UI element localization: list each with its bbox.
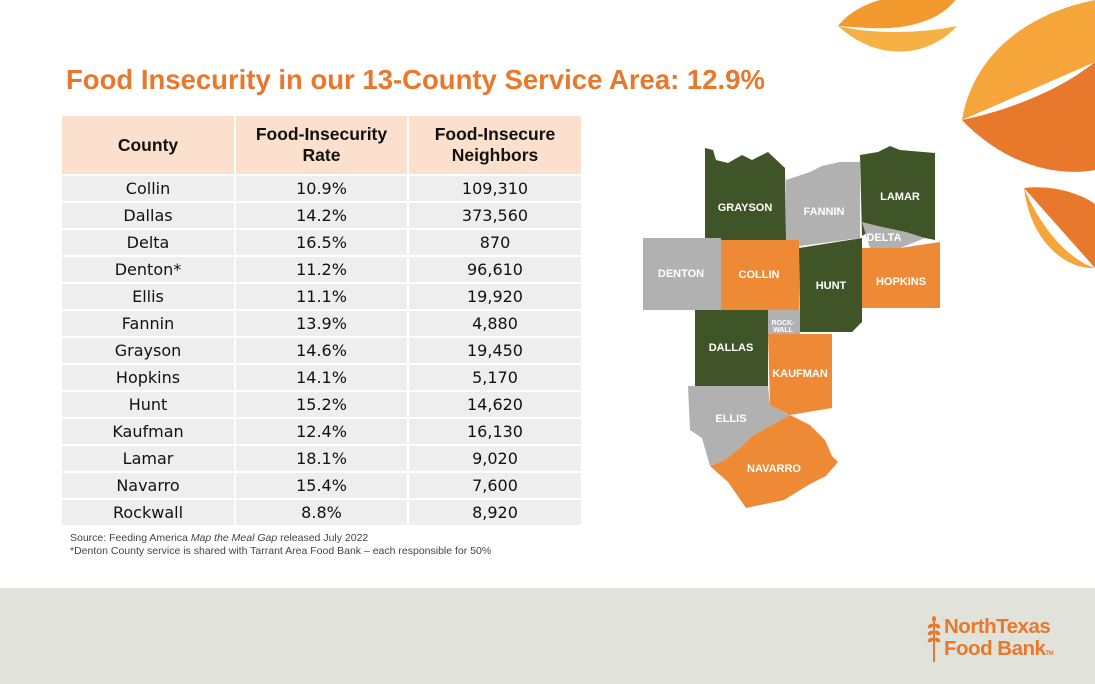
- table-cell-rate: 11.1%: [235, 282, 409, 310]
- map-county-dallas: [695, 310, 768, 386]
- table-row: Navarro 15.4% 7,600: [62, 471, 581, 499]
- table-cell-neighbors: 19,450: [408, 336, 581, 364]
- table-row: Dallas 14.2% 373,560: [62, 201, 581, 229]
- map-county-fannin: [786, 162, 860, 248]
- table-row: Hopkins 14.1% 5,170: [62, 363, 581, 391]
- table-cell-county: Hunt: [62, 390, 236, 418]
- map-county-ellis: [688, 386, 790, 466]
- footer-band: [0, 588, 1095, 684]
- map-label-collin: COLLIN: [739, 269, 780, 281]
- table-cell-county: Grayson: [62, 336, 236, 364]
- table-cell-neighbors: 109,310: [408, 174, 581, 202]
- map-label-fannin: FANNIN: [804, 206, 845, 218]
- map-county-lamar: [860, 146, 935, 240]
- decorative-leaves: [838, 0, 1095, 269]
- map-county-kaufman: [768, 334, 832, 415]
- table-row: Lamar 18.1% 9,020: [62, 444, 581, 472]
- table-row: Collin 10.9% 109,310: [62, 174, 581, 202]
- table-cell-neighbors: 9,020: [408, 444, 581, 472]
- table-cell-neighbors: 373,560: [408, 201, 581, 229]
- logo-trademark: TM: [1045, 651, 1054, 657]
- logo-line-2: Food BankTM: [944, 637, 1054, 660]
- table-cell-county: Kaufman: [62, 417, 236, 445]
- source-line: Source: Feeding America Map the Meal Gap…: [70, 532, 369, 544]
- map-label-kaufman: KAUFMAN: [772, 368, 828, 380]
- table-cell-rate: 18.1%: [235, 444, 409, 472]
- table-row: Fannin 13.9% 4,880: [62, 309, 581, 337]
- map-county-collin: [721, 240, 799, 310]
- table-row: Rockwall 8.8% 8,920: [62, 498, 581, 525]
- column-header-neighbors: Food-Insecure Neighbors: [408, 116, 581, 175]
- slide-title: Food Insecurity in our 13-County Service…: [66, 64, 765, 95]
- denton-footnote: *Denton County service is shared with Ta…: [70, 545, 492, 557]
- map-label-hunt: HUNT: [816, 280, 847, 292]
- table-cell-rate: 12.4%: [235, 417, 409, 445]
- table-cell-neighbors: 8,920: [408, 498, 581, 525]
- table-cell-rate: 14.2%: [235, 201, 409, 229]
- table-cell-county: Navarro: [62, 471, 236, 499]
- table-cell-county: Rockwall: [62, 498, 236, 525]
- table-cell-rate: 8.8%: [235, 498, 409, 525]
- table-cell-county: Hopkins: [62, 363, 236, 391]
- map-county-hopkins: [862, 242, 940, 308]
- table-cell-neighbors: 96,610: [408, 255, 581, 283]
- wheat-icon: [927, 616, 941, 662]
- map-label-rockwall-2: WALL: [773, 327, 794, 334]
- table-row: Denton* 11.2% 96,610: [62, 255, 581, 283]
- table-cell-county: Lamar: [62, 444, 236, 472]
- table-cell-county: Ellis: [62, 282, 236, 310]
- table-cell-rate: 14.6%: [235, 336, 409, 364]
- table-cell-county: Delta: [62, 228, 236, 256]
- map-label-grayson: GRAYSON: [718, 202, 773, 214]
- table-row: Hunt 15.2% 14,620: [62, 390, 581, 418]
- table-cell-county: Collin: [62, 174, 236, 202]
- map-county-rockwall: [768, 310, 800, 334]
- map-label-lamar: LAMAR: [880, 191, 920, 203]
- map-label-rockwall-1: ROCK-: [772, 320, 796, 327]
- table-cell-rate: 10.9%: [235, 174, 409, 202]
- logo-text: NorthTexas Food BankTM: [944, 615, 1054, 665]
- table-cell-rate: 13.9%: [235, 309, 409, 337]
- table-cell-neighbors: 870: [408, 228, 581, 256]
- map-county-grayson: [705, 148, 786, 240]
- map-label-ellis: ELLIS: [715, 413, 746, 425]
- table-row: Ellis 11.1% 19,920: [62, 282, 581, 310]
- table-header-row: County Food-Insecurity Rate Food-Insecur…: [62, 116, 581, 175]
- map-county-delta: [862, 222, 925, 248]
- map-label-navarro: NAVARRO: [747, 463, 801, 475]
- map-county-navarro: [710, 415, 838, 508]
- column-header-county: County: [62, 116, 236, 175]
- food-insecurity-table: County Food-Insecurity Rate Food-Insecur…: [62, 116, 581, 525]
- table-cell-neighbors: 5,170: [408, 363, 581, 391]
- source-note: Source: Feeding America Map the Meal Gap…: [70, 532, 491, 558]
- table-cell-county: Denton*: [62, 255, 236, 283]
- table-cell-rate: 15.4%: [235, 471, 409, 499]
- table-cell-neighbors: 14,620: [408, 390, 581, 418]
- logo-line-1: NorthTexas: [944, 615, 1051, 638]
- table-cell-neighbors: 16,130: [408, 417, 581, 445]
- table-cell-neighbors: 19,920: [408, 282, 581, 310]
- table-row: Kaufman 12.4% 16,130: [62, 417, 581, 445]
- column-header-rate: Food-Insecurity Rate: [235, 116, 409, 175]
- county-map: GRAYSON FANNIN LAMAR DELTA DENTON COLLIN…: [643, 146, 940, 508]
- table-cell-neighbors: 7,600: [408, 471, 581, 499]
- map-label-denton: DENTON: [658, 268, 704, 280]
- table-cell-rate: 16.5%: [235, 228, 409, 256]
- table-cell-rate: 15.2%: [235, 390, 409, 418]
- map-label-dallas: DALLAS: [709, 342, 754, 354]
- table-cell-county: Dallas: [62, 201, 236, 229]
- table-cell-rate: 11.2%: [235, 255, 409, 283]
- table-row: Delta 16.5% 870: [62, 228, 581, 256]
- map-county-hunt: [799, 238, 862, 332]
- map-label-hopkins: HOPKINS: [876, 276, 926, 288]
- map-label-delta: DELTA: [866, 232, 901, 244]
- table-cell-rate: 14.1%: [235, 363, 409, 391]
- north-texas-food-bank-logo: NorthTexas Food BankTM: [927, 614, 1077, 664]
- map-county-denton: [643, 238, 721, 310]
- table-cell-county: Fannin: [62, 309, 236, 337]
- table-cell-neighbors: 4,880: [408, 309, 581, 337]
- table-row: Grayson 14.6% 19,450: [62, 336, 581, 364]
